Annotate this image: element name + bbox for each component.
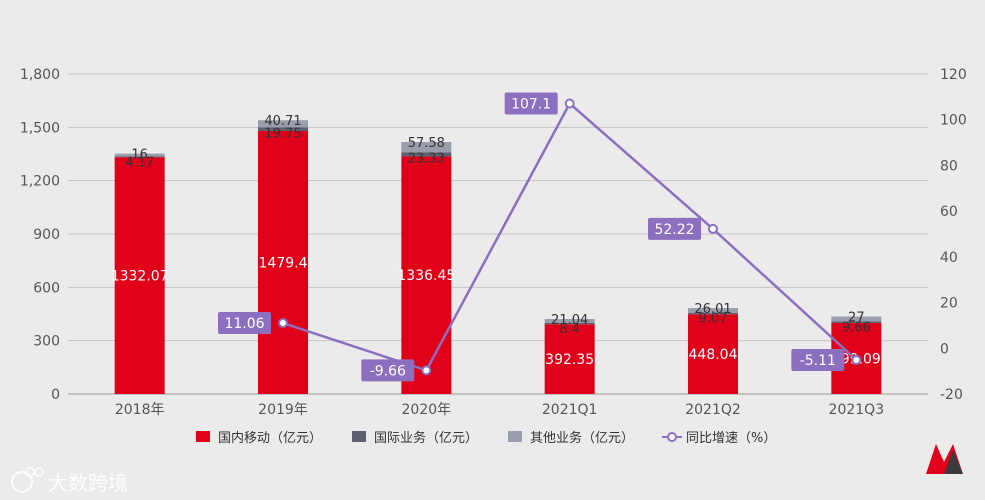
x-category-label: 2020年 bbox=[402, 402, 452, 418]
legend-label: 其他业务（亿元） bbox=[530, 430, 634, 446]
x-axis-categories: 2018年 2019年 2020年 2021Q1 2021Q2 2021Q3 bbox=[115, 402, 884, 418]
bar-value-label: 40.71 bbox=[264, 114, 301, 129]
x-category-label: 2019年 bbox=[258, 402, 308, 418]
bar-segment bbox=[401, 156, 452, 394]
legend-swatch bbox=[196, 431, 210, 442]
bar-segment bbox=[831, 321, 882, 324]
y-right-tick-label: 80 bbox=[940, 158, 958, 174]
legend-marker bbox=[667, 432, 677, 442]
bar-value-label: 1479.4 bbox=[259, 255, 308, 271]
legend-label: 同比增速（%） bbox=[686, 431, 776, 446]
growth-label-box bbox=[504, 92, 558, 115]
x-category-label: 2018年 bbox=[115, 402, 165, 418]
bar-segment bbox=[688, 314, 738, 394]
y-right-tick-label: 20 bbox=[940, 296, 958, 312]
bar-segment bbox=[114, 153, 165, 157]
bar-value-label: 448.04 bbox=[689, 347, 738, 363]
y-right-tick-label: 60 bbox=[940, 204, 958, 220]
bar-value-label: 57.58 bbox=[408, 136, 445, 151]
legend-label: 国际业务（亿元） bbox=[374, 430, 478, 446]
bar-value-label: 8.4 bbox=[559, 322, 580, 337]
bar-value-label: 1332.07 bbox=[111, 269, 169, 285]
watermark: 大数跨境 bbox=[11, 467, 128, 495]
growth-label-box bbox=[648, 217, 701, 240]
bar-value-label: 4.17 bbox=[125, 155, 154, 170]
y-right-tick-label: -20 bbox=[940, 387, 963, 403]
growth-label-box bbox=[361, 359, 415, 382]
y-right-tick-label: 120 bbox=[940, 67, 967, 83]
bar-value-label: 26.01 bbox=[694, 302, 731, 317]
bar-segment bbox=[114, 157, 165, 394]
bar-value-label: 16 bbox=[131, 148, 148, 163]
legend-label: 国内移动（亿元） bbox=[218, 430, 322, 446]
growth-point bbox=[708, 223, 718, 234]
watermark-text: 大数跨境 bbox=[48, 471, 128, 495]
growth-value-label: -9.66 bbox=[370, 363, 406, 379]
y-right-tick-label: 0 bbox=[940, 341, 949, 357]
bar-segment bbox=[544, 324, 595, 394]
bar-segment bbox=[401, 142, 452, 153]
growth-point bbox=[421, 365, 432, 376]
y-axis-left: 0 300 600 900 1,200 1,500 1,800 bbox=[20, 67, 60, 403]
growth-value-label: 11.06 bbox=[224, 316, 264, 332]
x-category-label: 2021Q2 bbox=[685, 402, 741, 418]
bar-segment bbox=[688, 308, 738, 313]
watermark-logo-icon bbox=[11, 467, 44, 493]
growth-point bbox=[278, 318, 288, 329]
bar-segment bbox=[114, 156, 165, 158]
bar-value-label: 21.04 bbox=[551, 313, 588, 328]
y-left-tick-label: 900 bbox=[33, 227, 60, 243]
y-left-tick-label: 300 bbox=[33, 334, 60, 350]
bar-value-label: 9.66 bbox=[842, 320, 871, 335]
x-category-label: 2021Q1 bbox=[542, 402, 598, 418]
growth-value-label: 107.1 bbox=[511, 96, 551, 112]
bar-value-label: 23.33 bbox=[408, 151, 445, 166]
bar-segment bbox=[258, 130, 308, 395]
growth-line: 11.06 -9.66 107.1 52.22 -5.11 bbox=[218, 92, 862, 382]
bar-segment bbox=[258, 120, 308, 128]
bar-value-label: 392.35 bbox=[545, 352, 594, 368]
x-category-label: 2021Q3 bbox=[829, 402, 885, 418]
growth-value-label: -5.11 bbox=[800, 353, 836, 369]
bar-value-label: 1336.45 bbox=[397, 268, 455, 284]
y-left-tick-label: 1,200 bbox=[20, 174, 60, 190]
bar-segment bbox=[544, 322, 595, 325]
y-left-tick-label: 0 bbox=[51, 387, 60, 403]
bar-segment bbox=[688, 312, 738, 315]
bar-segment bbox=[544, 319, 595, 323]
legend-swatch bbox=[508, 431, 522, 442]
growth-point bbox=[564, 98, 575, 109]
growth-label-box bbox=[791, 348, 845, 371]
legend-swatch bbox=[352, 431, 366, 442]
grid-lines bbox=[68, 73, 928, 395]
bar-segment bbox=[831, 316, 882, 322]
y-left-tick-label: 600 bbox=[33, 280, 60, 296]
growth-point bbox=[851, 354, 862, 365]
bar-value-label: 9.07 bbox=[699, 312, 728, 327]
bar-value-label: 19.75 bbox=[264, 126, 301, 141]
bar-value-label: 27 bbox=[848, 311, 865, 326]
growth-label-box bbox=[218, 312, 271, 335]
bar-segment bbox=[401, 152, 452, 157]
bar-segment bbox=[258, 127, 308, 131]
brand-logo-icon bbox=[926, 444, 963, 474]
y-right-tick-label: 40 bbox=[940, 250, 958, 266]
growth-value-label: 52.22 bbox=[654, 222, 694, 238]
y-left-tick-label: 1,500 bbox=[20, 120, 60, 136]
y-axis-right: -20 0 20 40 60 80 100 120 bbox=[940, 67, 967, 403]
y-left-tick-label: 1,800 bbox=[20, 67, 60, 83]
y-right-tick-label: 100 bbox=[940, 113, 967, 129]
legend: 国内移动（亿元） 国际业务（亿元） 其他业务（亿元） 同比增速（%） bbox=[196, 430, 776, 446]
